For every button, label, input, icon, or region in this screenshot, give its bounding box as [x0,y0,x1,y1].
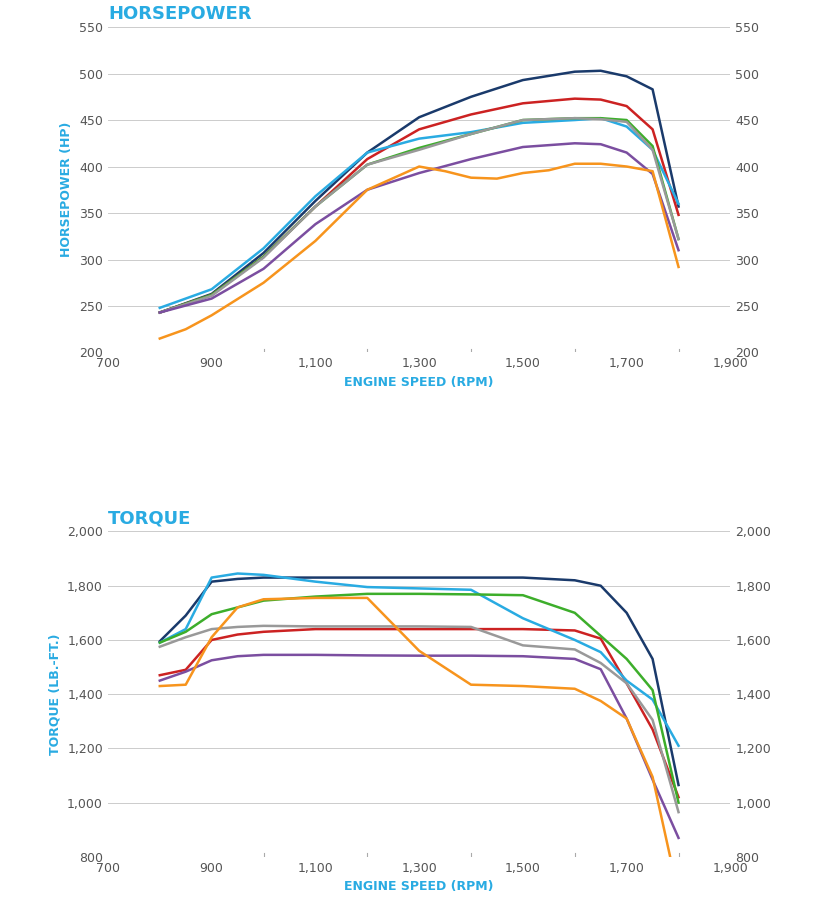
Y-axis label: TORQUE (LB.-FT.): TORQUE (LB.-FT.) [49,633,61,755]
X-axis label: ENGINE SPEED (RPM): ENGINE SPEED (RPM) [344,376,494,389]
Text: HORSEPOWER: HORSEPOWER [108,5,251,23]
Y-axis label: HORSEPOWER (HP): HORSEPOWER (HP) [61,122,74,257]
Text: TORQUE: TORQUE [108,509,191,527]
X-axis label: ENGINE SPEED (RPM): ENGINE SPEED (RPM) [344,880,494,893]
